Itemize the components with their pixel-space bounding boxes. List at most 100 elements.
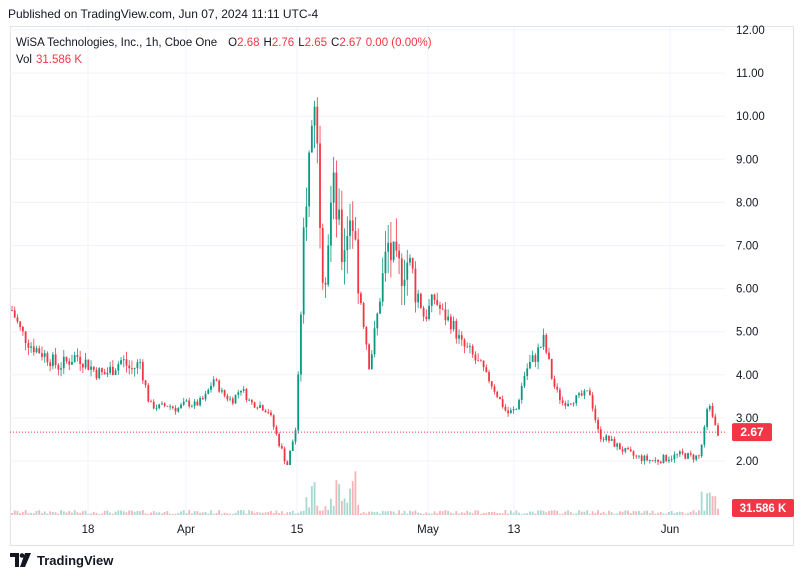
candle-body (272, 415, 275, 427)
candle-body (43, 353, 46, 357)
volume-bar (578, 510, 580, 515)
low-value: 2.65 (304, 37, 327, 49)
volume-bar (180, 511, 182, 515)
volume-bar (627, 510, 629, 515)
volume-bar (496, 512, 499, 515)
volume-bar (531, 511, 534, 515)
candle-body (439, 304, 441, 309)
volume-bar (139, 511, 142, 515)
volume-bar (270, 511, 272, 515)
candle-body (507, 410, 510, 414)
candle-body (409, 257, 411, 263)
candle-body (27, 343, 30, 348)
candle-body (643, 455, 646, 461)
volume-bar (381, 510, 384, 515)
candle-body (501, 399, 504, 407)
candle-body (16, 317, 19, 322)
volume-bar (357, 505, 360, 515)
candle-body (62, 356, 65, 369)
candle-body (177, 408, 180, 412)
volume-bar (22, 512, 24, 515)
volume-bar (275, 510, 278, 515)
volume-bar (400, 513, 403, 515)
volume-bar (662, 513, 665, 515)
candle-body (564, 403, 567, 406)
volume-bar (485, 512, 488, 515)
volume-bar (605, 513, 608, 515)
candle-body (278, 434, 281, 446)
candle-body (673, 454, 676, 460)
candle-body (147, 385, 150, 402)
candle-body (297, 374, 300, 431)
volume-bar (463, 512, 466, 515)
high-value: 2.76 (271, 37, 295, 49)
candle-body (629, 449, 632, 452)
volume-bar (319, 510, 321, 515)
candle-body (379, 301, 381, 314)
candle-body (441, 308, 444, 310)
volume-bar (689, 511, 692, 515)
volume-bar (643, 510, 646, 515)
volume-bar (201, 512, 204, 515)
volume-bar (234, 512, 237, 515)
volume-bar (681, 511, 684, 515)
volume-bar (125, 512, 128, 515)
volume-bar (231, 513, 234, 515)
volume-bar (147, 513, 150, 515)
last-volume-label: 31.586 K (740, 503, 787, 515)
tradingview-logo-icon[interactable] (10, 553, 32, 567)
candle-body (485, 367, 488, 373)
volume-bar (449, 512, 452, 515)
candle-body (101, 368, 103, 373)
candle-body (455, 320, 458, 339)
candle-body (400, 258, 403, 286)
candle-body (657, 459, 659, 462)
candle-body (122, 359, 125, 361)
candle-body (223, 390, 226, 396)
candle-body (548, 352, 550, 359)
volume-bar (602, 511, 605, 515)
candle-body (201, 398, 204, 400)
candle-body (534, 355, 537, 362)
candle-body (392, 241, 395, 261)
candle-body (289, 450, 291, 466)
volume-bar (632, 511, 635, 515)
volume-bar (665, 513, 668, 515)
chart-frame[interactable] (10, 26, 794, 546)
candle-body (215, 379, 218, 381)
volume-bar (368, 511, 370, 515)
candle-body (537, 347, 539, 362)
candle-body (406, 262, 409, 280)
candle-body (294, 430, 297, 442)
volume-bar (436, 513, 439, 515)
symbol-label[interactable]: WiSA Technologies, Inc., 1h, Cboe One (16, 37, 218, 49)
volume-bar (144, 513, 147, 515)
volume-bar (27, 513, 30, 515)
volume-bar (330, 498, 332, 515)
last-price-label: 2.67 (740, 425, 764, 439)
volume-bar (71, 512, 73, 515)
footer-brand[interactable]: TradingView (37, 552, 114, 568)
volume-bar (291, 510, 294, 515)
candle-body (490, 381, 493, 387)
volume-bar (267, 511, 270, 515)
candle-body (635, 455, 638, 457)
candle-body (632, 451, 635, 456)
volume-bar (346, 502, 349, 515)
volume-bar (678, 511, 681, 515)
volume-bar (466, 510, 469, 515)
volume-bar (610, 512, 613, 515)
candle-body (452, 320, 455, 330)
volume-bar (321, 510, 324, 515)
candle-body (357, 239, 360, 294)
volume-bar (621, 511, 624, 515)
volume-bar (177, 513, 180, 515)
volume-bar (509, 510, 512, 515)
volume-bar (556, 510, 559, 515)
candle-body (689, 453, 692, 455)
candle-body (349, 220, 351, 236)
volume-bar (68, 511, 71, 515)
volume-label[interactable]: Vol (16, 54, 32, 66)
candle-body (73, 355, 76, 362)
